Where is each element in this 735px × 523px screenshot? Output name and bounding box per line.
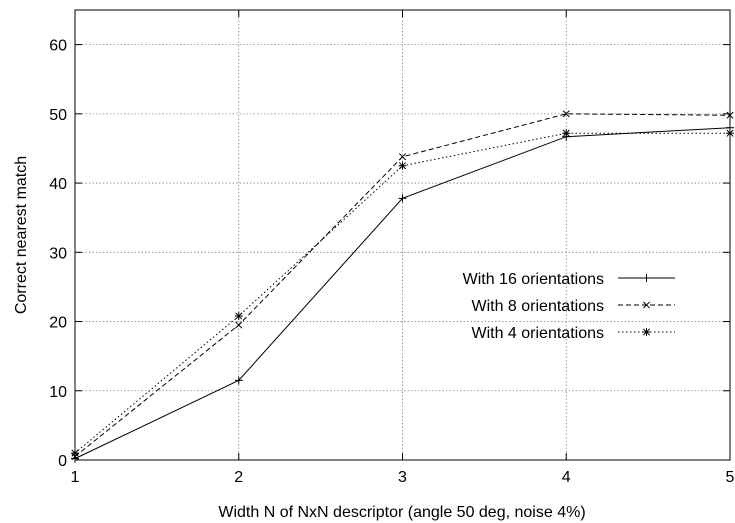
y-tick-label: 10 <box>49 384 67 401</box>
y-tick-label: 50 <box>49 107 67 124</box>
x-tick-label: 3 <box>398 469 407 486</box>
y-tick-label: 60 <box>49 38 67 55</box>
data-point <box>234 312 243 320</box>
data-point <box>398 194 407 203</box>
x-tick-label: 2 <box>234 469 243 486</box>
data-point <box>562 129 571 138</box>
legend-entry: With 16 orientations <box>463 271 675 288</box>
legend-label: With 8 orientations <box>471 298 604 315</box>
data-point <box>398 161 407 170</box>
data-point <box>398 153 407 161</box>
data-point <box>562 110 570 118</box>
series-line <box>74 127 731 460</box>
data-point <box>642 274 651 282</box>
data-point <box>234 376 243 385</box>
data-point <box>642 301 651 309</box>
legend-label: With 4 orientations <box>471 325 604 342</box>
data-point <box>726 111 734 119</box>
series-3 <box>71 129 734 458</box>
y-axis-label: Correct nearest match <box>13 156 30 314</box>
legend-entry: With 4 orientations <box>471 325 675 342</box>
x-axis-label: Width N of NxN descriptor (angle 50 deg,… <box>218 504 585 521</box>
x-tick-label: 1 <box>71 469 80 486</box>
y-tick-label: 20 <box>49 315 67 332</box>
legend: With 16 orientations With 8 orientations W… <box>463 271 675 342</box>
grid <box>75 10 730 460</box>
data-point <box>71 449 79 458</box>
y-tick-label: 0 <box>58 453 67 470</box>
series-line <box>74 132 730 454</box>
series-layer <box>71 110 734 463</box>
series-2 <box>71 110 734 461</box>
axis-ticks: 0 10 20 30 40 50 60 1 2 3 4 5 <box>49 10 735 486</box>
legend-label: With 16 orientations <box>463 271 604 288</box>
data-point <box>642 328 651 336</box>
x-tick-label: 4 <box>562 469 571 486</box>
data-point <box>235 321 243 329</box>
y-tick-label: 30 <box>49 245 67 262</box>
x-tick-label: 5 <box>726 469 735 486</box>
data-point <box>726 129 734 138</box>
legend-entry: With 8 orientations <box>471 298 675 315</box>
y-tick-label: 40 <box>49 176 67 193</box>
